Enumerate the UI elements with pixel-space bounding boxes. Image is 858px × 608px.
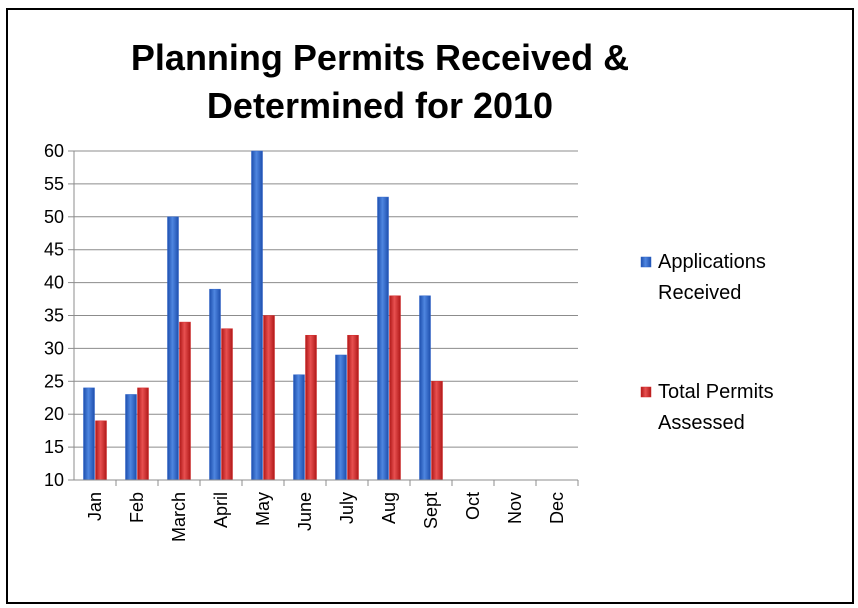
x-axis-labels: Jan Feb March April May June July Aug Sept Oct Nov… [85,492,567,542]
bar-applications-received [167,216,179,481]
x-tick-label: March [169,492,189,542]
axes [73,151,579,486]
y-tick-label: 40 [44,273,64,293]
legend-label: Total Permits [658,381,774,403]
x-tick-label: Nov [505,492,525,524]
x-tick-label: Feb [127,492,147,523]
x-tick-label: July [337,492,357,524]
bar-applications-received [209,288,221,481]
legend-swatch [640,386,652,398]
bar-applications-received [125,394,137,481]
bar-total-permits-assessed [305,334,317,481]
bar-total-permits-assessed [389,295,401,481]
bar-applications-received [335,354,347,481]
y-tick-label: 30 [44,338,64,358]
y-tick-label: 10 [44,470,64,490]
x-tick-label: June [295,492,315,531]
y-tick-label: 50 [44,207,64,227]
bar-total-permits-assessed [347,334,359,481]
bar-total-permits-assessed [431,381,443,481]
y-axis-ticks: 10 15 20 25 30 35 40 45 50 55 60 [44,141,64,490]
bar-applications-received [83,387,95,481]
legend-label: Applications [658,251,766,273]
chart-title-line-2: Determined for 2010 [206,85,554,126]
bars [83,150,443,481]
bar-applications-received [293,374,305,481]
bar-total-permits-assessed [95,420,107,481]
bar-applications-received [377,196,389,481]
chart-title-line-1: Planning Permits Received & [130,37,630,78]
y-tick-label: 55 [44,174,64,194]
bar-total-permits-assessed [137,387,149,481]
x-tick-label: Dec [547,492,567,524]
x-tick-label: Aug [379,492,399,524]
bar-total-permits-assessed [179,321,191,481]
chart-title: Planning Permits Received & Determined f… [0,34,760,130]
y-tick-label: 20 [44,404,64,424]
x-tick-label: Sept [421,492,441,529]
bar-applications-received [419,295,431,481]
x-tick-label: Jan [85,492,105,521]
y-tick-label: 25 [44,371,64,391]
bar-total-permits-assessed [221,328,233,481]
x-tick-label: Oct [463,492,483,520]
bar-total-permits-assessed [263,315,275,481]
y-tick-label: 60 [44,141,64,161]
x-tick-label: April [211,492,231,528]
y-tick-label: 15 [44,437,64,457]
legend: Applications Received Total Permits Assesse… [640,251,774,434]
x-tick-label: May [253,492,273,526]
bar-applications-received [251,150,263,481]
y-tick-label: 45 [44,240,64,260]
legend-label: Assessed [658,412,745,434]
y-tick-label: 35 [44,306,64,326]
legend-label: Received [658,282,741,304]
legend-swatch [640,256,652,268]
